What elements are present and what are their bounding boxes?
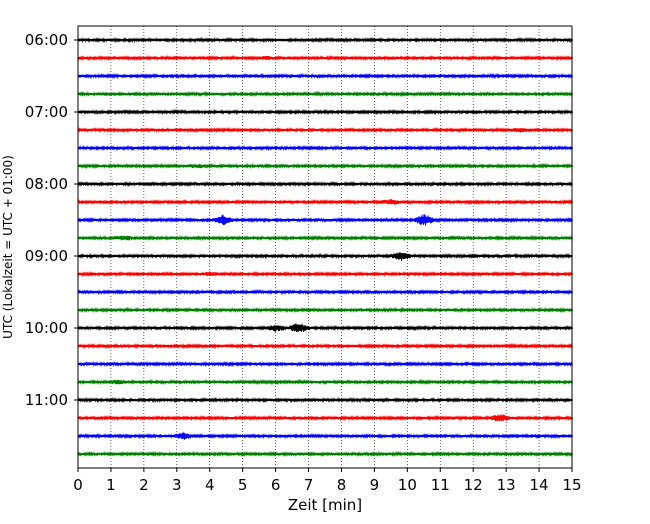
x-tick-label: 8 — [337, 476, 347, 494]
trace-0700 — [77, 108, 573, 116]
trace-0615 — [77, 54, 573, 62]
y-axis-label: UTC (Lokalzeit = UTC + 01:00) — [1, 155, 15, 339]
trace-0945 — [77, 306, 573, 314]
x-axis: 0 1 2 3 4 5 6 7 8 9 10 11 12 13 14 15 — [73, 468, 582, 494]
trace-layer — [77, 36, 573, 458]
x-tick-label: 0 — [73, 476, 83, 494]
y-tick-label: 11:00 — [25, 391, 68, 409]
trace-1100 — [77, 396, 573, 404]
trace-0815 — [77, 198, 573, 206]
y-tick-label: 06:00 — [25, 31, 68, 49]
x-axis-label: Zeit [min] — [288, 496, 362, 514]
trace-1145 — [77, 450, 573, 458]
y-tick-label: 09:00 — [25, 247, 68, 265]
trace-0645 — [77, 90, 573, 98]
x-tick-label: 9 — [370, 476, 380, 494]
trace-0830 — [77, 214, 573, 226]
x-tick-label: 1 — [106, 476, 116, 494]
x-tick-label: 13 — [497, 476, 516, 494]
trace-0845 — [77, 234, 573, 242]
trace-0900 — [77, 252, 573, 261]
trace-0715 — [77, 126, 573, 134]
trace-0730 — [77, 144, 573, 152]
x-tick-label: 5 — [238, 476, 248, 494]
trace-1045 — [77, 378, 573, 386]
x-tick-label: 12 — [464, 476, 483, 494]
trace-0915 — [77, 270, 573, 278]
x-tick-label: 6 — [271, 476, 281, 494]
y-axis: 06:00 07:00 08:00 09:00 10:00 11:00 — [25, 31, 78, 409]
trace-0630 — [77, 72, 573, 80]
trace-1130 — [77, 432, 573, 440]
x-tick-label: 11 — [431, 476, 450, 494]
trace-1115 — [77, 414, 573, 422]
trace-0800 — [77, 180, 573, 188]
y-tick-label: 08:00 — [25, 175, 68, 193]
x-tick-label: 10 — [398, 476, 417, 494]
x-tick-label: 2 — [139, 476, 149, 494]
trace-1030 — [77, 360, 573, 368]
y-tick-label: 07:00 — [25, 103, 68, 121]
y-tick-label: 10:00 — [25, 319, 68, 337]
x-tick-label: 14 — [530, 476, 549, 494]
trace-0745 — [77, 162, 573, 170]
plot-frame — [77, 25, 573, 469]
trace-0930 — [77, 288, 573, 296]
trace-1015 — [77, 342, 573, 350]
x-tick-label: 15 — [562, 476, 581, 494]
x-tick-label: 7 — [304, 476, 314, 494]
x-tick-label: 4 — [205, 476, 215, 494]
trace-0600 — [77, 36, 573, 44]
trace-1000 — [77, 323, 573, 333]
x-tick-label: 3 — [172, 476, 182, 494]
